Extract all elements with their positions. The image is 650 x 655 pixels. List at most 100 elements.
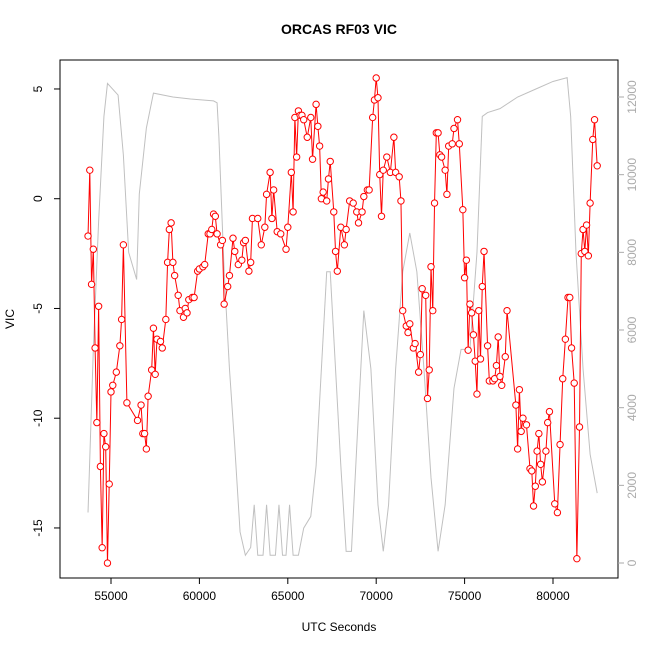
- data-point: [538, 478, 547, 486]
- data-point: [434, 129, 442, 137]
- data-point: [383, 153, 391, 161]
- data-point: [559, 375, 567, 383]
- data-point: [213, 230, 221, 238]
- data-point: [399, 306, 407, 315]
- data-point: [590, 116, 599, 124]
- data-point: [266, 168, 274, 177]
- data-point: [404, 328, 412, 337]
- y-tick-label: 0: [31, 195, 45, 202]
- data-point: [531, 482, 540, 490]
- data-point: [119, 241, 128, 249]
- data-point: [225, 271, 234, 280]
- data-point: [498, 381, 506, 389]
- data-point: [103, 559, 112, 567]
- data-point: [480, 247, 488, 256]
- data-point: [158, 344, 166, 352]
- data-point: [229, 234, 237, 242]
- data-point: [277, 230, 285, 238]
- data-point: [201, 260, 209, 269]
- chart-title: ORCAS RF03 VIC: [281, 21, 397, 37]
- data-point: [453, 116, 462, 124]
- data-point: [289, 208, 297, 216]
- data-point: [308, 155, 317, 163]
- data-point: [368, 113, 377, 122]
- data-point: [218, 236, 227, 245]
- data-point: [300, 116, 308, 124]
- data-point: [441, 166, 449, 174]
- x-tick-label: 75000: [448, 589, 482, 603]
- data-point: [377, 212, 386, 220]
- data-point: [262, 190, 271, 199]
- data-point: [105, 480, 113, 488]
- data-point: [467, 309, 476, 317]
- data-point: [536, 460, 545, 469]
- data-point: [144, 392, 152, 400]
- x-axis-label: UTC Seconds: [302, 620, 377, 634]
- data-point: [156, 337, 165, 346]
- data-point: [238, 256, 246, 264]
- data-point: [231, 247, 239, 256]
- data-point: [397, 197, 405, 205]
- data-point: [257, 241, 265, 249]
- y2-tick-label: 8000: [625, 239, 639, 266]
- data-point: [241, 236, 250, 245]
- data-point: [535, 429, 543, 438]
- data-point: [513, 445, 522, 453]
- data-point: [102, 443, 110, 451]
- data-point: [464, 346, 472, 354]
- data-point: [140, 429, 149, 438]
- data-point: [331, 247, 340, 256]
- data-point: [473, 390, 481, 398]
- data-point: [123, 399, 131, 407]
- data-point: [149, 324, 158, 332]
- data-point: [326, 157, 334, 166]
- data-point: [519, 414, 527, 422]
- y2-tick-label: 0: [625, 559, 639, 566]
- data-point: [529, 502, 538, 510]
- x-tick-label: 70000: [360, 589, 394, 603]
- data-point: [570, 379, 578, 387]
- y2-tick-label: 2000: [625, 472, 639, 499]
- data-point: [223, 282, 232, 291]
- data-point: [443, 190, 451, 199]
- data-point: [589, 135, 597, 144]
- data-point: [324, 175, 333, 183]
- y-tick-label: -10: [31, 409, 45, 427]
- data-point: [374, 94, 382, 102]
- data-point: [462, 256, 471, 264]
- data-point: [476, 355, 485, 363]
- data-point: [93, 418, 101, 427]
- y2-tick-label: 10000: [625, 158, 639, 192]
- data-point: [269, 186, 278, 194]
- data-point: [372, 74, 380, 82]
- y2-tick-label: 4000: [625, 394, 639, 421]
- data-point: [162, 315, 170, 324]
- data-point: [427, 263, 435, 271]
- data-point: [455, 140, 463, 148]
- data-point: [349, 199, 357, 207]
- data-point: [174, 291, 182, 299]
- data-point: [528, 467, 536, 475]
- x-tick-label: 60000: [183, 589, 217, 603]
- data-point: [586, 199, 594, 207]
- data-point: [307, 113, 315, 122]
- data-point: [501, 353, 509, 361]
- data-point: [423, 394, 432, 403]
- data-point: [466, 300, 474, 308]
- data-point: [284, 223, 292, 231]
- data-point: [282, 245, 290, 253]
- data-point: [220, 300, 228, 308]
- data-point: [112, 368, 121, 376]
- data-point: [448, 140, 456, 148]
- data-point: [211, 212, 220, 220]
- x-tick-label: 80000: [536, 589, 570, 603]
- data-point: [117, 315, 126, 324]
- data-point: [459, 205, 467, 214]
- data-point: [512, 401, 520, 409]
- data-point: [100, 429, 108, 438]
- data-point: [437, 153, 446, 161]
- data-point: [593, 162, 601, 170]
- data-point: [517, 427, 525, 436]
- data-point: [333, 267, 342, 275]
